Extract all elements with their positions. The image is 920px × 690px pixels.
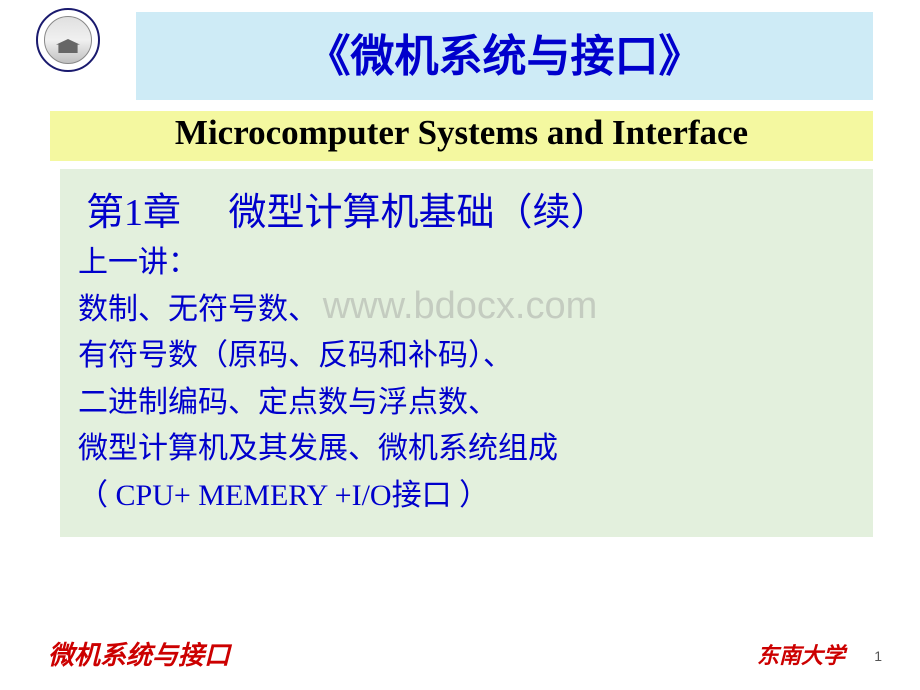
content-line-1: 数制、无符号数、 [78, 287, 855, 334]
content-line-5: （ CPU+ MEMERY +I/O接口 ） [78, 473, 855, 520]
chapter-title: 第1章 微型计算机基础（续） [78, 181, 855, 236]
main-title: 《微机系统与接口》 [136, 12, 873, 100]
content-line-2: 有符号数（原码、反码和补码）、 [78, 333, 855, 380]
content-line-4: 微型计算机及其发展、微机系统组成 [78, 426, 855, 473]
logo-inner [44, 16, 92, 64]
content-line-0: 上一讲： [78, 240, 855, 287]
university-logo [36, 8, 100, 72]
footer-university-name: 东南大学 [757, 638, 845, 670]
slide-container: 《微机系统与接口》 Microcomputer Systems and Inte… [0, 0, 920, 690]
page-number: 1 [874, 648, 882, 664]
content-line-3: 二进制编码、定点数与浮点数、 [78, 380, 855, 427]
content-box: 第1章 微型计算机基础（续） 上一讲： 数制、无符号数、 有符号数（原码、反码和… [60, 169, 873, 537]
footer-course-name: 微机系统与接口 [48, 635, 230, 672]
subtitle: Microcomputer Systems and Interface [50, 111, 873, 161]
logo-building-icon [56, 39, 80, 53]
